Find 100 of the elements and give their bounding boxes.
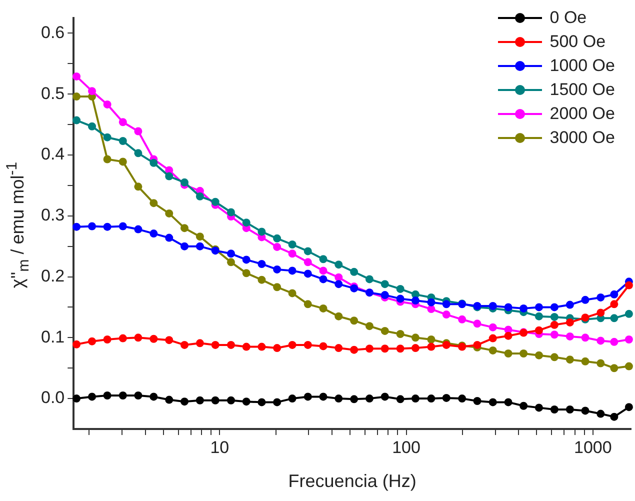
point [118, 222, 127, 230]
y-tick-label: 0.3 [40, 206, 65, 225]
point [88, 222, 96, 230]
point [226, 258, 235, 266]
point [334, 280, 343, 288]
point [150, 199, 158, 208]
point [134, 182, 142, 191]
point [488, 346, 497, 354]
legend-label: 500 Oe [550, 32, 606, 52]
point [103, 222, 112, 231]
point [350, 346, 358, 354]
x-tick-label: 1000 [574, 438, 612, 457]
point [365, 322, 374, 330]
point [396, 284, 404, 293]
point [196, 232, 204, 241]
point [504, 398, 512, 406]
point [504, 332, 512, 340]
point [442, 310, 450, 319]
point [581, 296, 590, 304]
y-tick-label: 0.0 [40, 388, 65, 408]
point [72, 222, 81, 231]
point [88, 122, 96, 130]
point [165, 172, 174, 180]
y-tick-label: 0.2 [40, 266, 65, 286]
point [380, 280, 389, 288]
point [596, 293, 605, 302]
point [211, 340, 220, 349]
point [334, 312, 343, 320]
point [520, 350, 528, 358]
point [242, 398, 250, 406]
point [458, 394, 466, 403]
point [304, 340, 312, 349]
point [134, 334, 142, 342]
point [288, 250, 296, 258]
point [288, 289, 296, 298]
point [273, 398, 282, 406]
legend-label: 2000 Oe [550, 104, 615, 124]
point [304, 270, 312, 278]
point [134, 149, 142, 158]
point [226, 396, 235, 404]
point [288, 240, 296, 249]
point [334, 344, 343, 352]
point [118, 158, 127, 166]
point [550, 353, 558, 362]
point [103, 335, 112, 344]
point [72, 340, 81, 348]
point [103, 155, 112, 164]
point [427, 335, 436, 344]
x-tick-label: 100 [392, 438, 420, 457]
point [380, 326, 389, 335]
point [72, 72, 81, 80]
point [273, 265, 282, 274]
y-tick-label: 0.5 [40, 84, 65, 103]
point [242, 269, 250, 278]
point [180, 398, 188, 406]
point [534, 303, 543, 312]
point [350, 395, 358, 404]
point [520, 304, 528, 312]
point [350, 268, 358, 276]
point [396, 294, 404, 303]
point [504, 303, 512, 312]
point [103, 100, 112, 108]
point [304, 392, 312, 401]
point [319, 266, 328, 275]
point [458, 315, 466, 324]
legend-label: 1000 Oe [550, 56, 615, 76]
point [550, 406, 558, 414]
legend-label: 0 Oe [550, 8, 587, 28]
point [334, 394, 343, 403]
point [488, 323, 497, 332]
point [581, 357, 590, 366]
point [427, 305, 436, 314]
point [226, 250, 235, 258]
point [288, 266, 296, 275]
point [334, 260, 343, 269]
point [72, 394, 81, 403]
point [242, 256, 250, 264]
point [180, 340, 188, 349]
point [134, 127, 142, 136]
point [520, 402, 528, 410]
point [504, 350, 512, 358]
point [334, 273, 343, 282]
point [258, 398, 266, 406]
point [196, 339, 204, 348]
point [196, 396, 204, 404]
point [72, 92, 81, 101]
point [396, 330, 404, 338]
point [581, 406, 590, 415]
point [258, 342, 266, 351]
point [226, 340, 235, 349]
y-tick-label: 0.4 [40, 144, 65, 164]
point [566, 318, 574, 326]
point [150, 230, 158, 238]
point [566, 300, 574, 309]
point [165, 209, 174, 218]
point [550, 303, 558, 312]
point [396, 395, 404, 404]
point [226, 208, 235, 216]
point [550, 312, 558, 321]
point [150, 334, 158, 343]
